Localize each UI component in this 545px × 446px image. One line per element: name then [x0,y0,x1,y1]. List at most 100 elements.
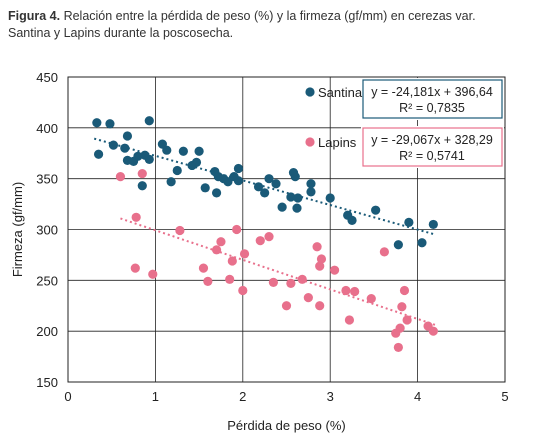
y-tick-label: 450 [36,70,58,85]
point-lapins [238,285,248,296]
point-santina [178,146,188,156]
point-santina [253,182,264,192]
caption-line-1: Figura 4. Relación entre la pérdida de p… [8,8,508,25]
point-lapins [203,276,213,286]
legend-label-lapins: Lapins [318,135,357,150]
point-lapins [329,265,340,275]
point-santina [191,157,202,167]
x-tick-label: 4 [414,389,421,404]
point-santina [166,177,176,187]
legend: Santina y = -24,181x + 396,64 R² = 0,7835 L… [305,78,504,168]
point-lapins [264,232,274,242]
point-santina [92,118,102,128]
y-axis-ticks: 150 200 250 300 350 400 450 [36,70,58,390]
point-lapins [297,274,307,284]
point-santina [271,179,281,189]
trendline-lapins [120,217,436,326]
point-santina [404,217,414,227]
point-santina [371,205,381,215]
y-tick-label: 400 [36,121,58,136]
point-santina [122,131,133,141]
point-santina [264,174,274,184]
point-lapins [198,263,209,273]
point-lapins [130,263,140,273]
r2-text: R² = 0,5741 [399,149,465,163]
equation-box-bg [361,78,504,120]
point-santina [293,193,303,203]
point-santina [290,172,300,182]
y-tick-label: 200 [36,324,58,339]
y-axis-title: Firmeza (gf/mm) [10,182,25,277]
point-lapins [315,261,325,271]
point-santina [277,202,287,212]
point-lapins [350,286,360,297]
point-lapins [137,168,147,179]
x-axis-title: Pérdida de peso (%) [227,418,346,433]
point-lapins [255,236,265,246]
point-lapins [225,274,235,284]
legend-marker-santina [305,87,315,97]
x-tick-label: 5 [501,389,508,404]
point-santina [260,188,270,198]
point-lapins [239,249,250,259]
data-points [92,116,438,353]
point-santina [325,193,335,203]
point-lapins [312,242,322,252]
point-santina [133,151,143,161]
point-lapins [115,172,126,182]
point-lapins [286,278,296,288]
point-lapins [341,285,351,296]
legend-label-santina: Santina [318,85,363,100]
point-lapins [303,293,313,303]
point-santina [144,116,154,126]
plot-area-border [67,76,506,383]
point-santina [223,177,233,187]
point-lapins [428,326,438,336]
y-tick-label: 300 [36,223,58,238]
y-tick-label: 150 [36,375,58,390]
point-santina [144,154,154,164]
point-lapins [402,315,412,325]
r2-text: R² = 0,7835 [399,101,465,115]
figure-caption: Figura 4. Relación entre la pérdida de p… [8,8,508,42]
point-santina [286,192,296,202]
point-lapins [344,315,355,325]
point-lapins [227,256,237,266]
point-santina [93,149,104,159]
point-santina [306,187,316,197]
point-santina [417,238,427,248]
point-lapins [395,323,405,333]
point-lapins [397,302,407,312]
y-tick-label: 350 [36,172,58,187]
caption-line-2: Santina y Lapins durante la poscosecha. [8,26,234,40]
chart-grid [67,76,506,383]
point-santina [137,181,147,191]
point-santina [393,240,403,250]
equation-box-bg [361,126,504,168]
figure-label: Figura 4. [8,9,61,23]
point-santina [347,215,357,225]
caption-text-1: Relación entre la pérdida de peso (%) y … [60,9,476,23]
equation-box-lapins [362,127,503,167]
point-lapins [268,277,278,287]
point-santina [200,183,210,193]
point-santina [108,140,119,150]
point-lapins [315,301,325,311]
point-santina [105,119,115,129]
trendline-santina [93,137,436,236]
point-lapins [316,254,327,264]
point-lapins [175,225,185,236]
point-santina [428,219,438,230]
equation-text: y = -24,181x + 396,64 [371,85,493,99]
point-lapins [393,342,403,353]
y-tick-label: 250 [36,273,58,288]
point-lapins [379,247,389,257]
equation-box-santina [362,79,503,119]
point-lapins [232,224,242,235]
point-lapins [131,212,141,222]
x-tick-label: 2 [239,389,246,404]
point-santina [162,145,172,155]
point-lapins [281,301,292,311]
point-lapins [216,237,226,247]
